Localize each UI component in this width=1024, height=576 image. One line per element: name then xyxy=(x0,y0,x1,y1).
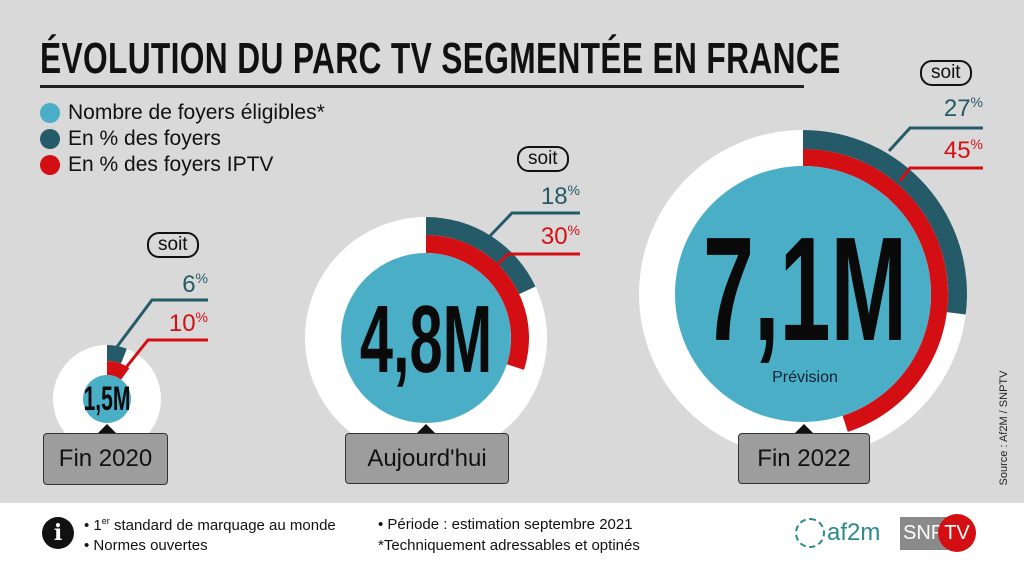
period-label-fin-2020: Fin 2020 xyxy=(43,433,168,485)
soit-badge: soit xyxy=(920,60,972,86)
value-label-fin-2020: 1,5M xyxy=(83,380,131,418)
pointer-icon xyxy=(417,424,435,433)
value-label-aujourdhui: 4,8M xyxy=(359,286,493,393)
pct-iptv-label: 45% xyxy=(944,136,983,165)
footer-bullet-periode: • Période : estimation septembre 2021 xyxy=(378,516,633,533)
eligible-circle xyxy=(675,166,931,422)
legend-dot-icon xyxy=(40,129,60,149)
title-underline xyxy=(40,85,804,88)
leader-line-foyers xyxy=(887,126,983,153)
arc-pct-iptv xyxy=(426,235,529,370)
footer-bullet-standard: • 1er standard de marquage au monde xyxy=(84,516,336,534)
info-icon: i xyxy=(42,517,74,549)
soit-badge: soit xyxy=(147,232,199,258)
pct-value: 45 xyxy=(943,137,971,164)
value-label-fin-2022: 7,1M xyxy=(703,207,907,372)
eligible-circle xyxy=(341,253,511,423)
arc-pct-foyers xyxy=(803,130,967,315)
legend-item-pct-iptv: En % des foyers IPTV xyxy=(40,153,273,177)
legend-dot-icon xyxy=(40,103,60,123)
logo-tv-badge: TV xyxy=(938,514,976,552)
pct-foyers-label: 27% xyxy=(944,94,983,123)
legend-item-pct-foyers: En % des foyers xyxy=(40,127,221,151)
arc-pct-foyers xyxy=(426,217,536,295)
logo-text: af2m xyxy=(827,519,881,546)
pct-value: 6 xyxy=(182,271,196,298)
leader-line-iptv xyxy=(898,166,983,182)
footer xyxy=(0,503,1024,576)
pct-sign: % xyxy=(195,270,208,286)
pct-value: 10 xyxy=(168,310,196,337)
pct-sign: % xyxy=(195,309,208,325)
period-label-aujourdhui: Aujourd'hui xyxy=(345,433,509,484)
pct-iptv-label: 30% xyxy=(541,222,580,251)
bullet-sup: er xyxy=(101,516,110,526)
pct-value: 18 xyxy=(540,183,568,210)
soit-badge: soit xyxy=(517,146,569,172)
leader-line-iptv xyxy=(495,252,580,267)
eligible-circle xyxy=(83,375,131,423)
pct-sign: % xyxy=(567,182,580,198)
pointer-icon xyxy=(98,424,116,433)
forecast-label: Prévision xyxy=(772,369,838,386)
snptv-logo: SNP TV xyxy=(900,514,976,552)
pct-sign: % xyxy=(970,94,983,110)
leader-line-foyers xyxy=(488,211,580,238)
pct-foyers-label: 18% xyxy=(541,182,580,211)
leader-line-iptv xyxy=(122,338,208,371)
bullet-text: standard de marquage au monde xyxy=(109,517,336,534)
logo-text: SNP xyxy=(903,522,945,544)
pct-sign: % xyxy=(970,136,983,152)
pct-sign: % xyxy=(567,222,580,238)
arc-pct-iptv xyxy=(107,361,130,380)
leader-line-foyers xyxy=(114,298,208,349)
arc-pct-foyers xyxy=(107,345,127,364)
legend-dot-icon xyxy=(40,155,60,175)
pct-value: 27 xyxy=(943,95,971,122)
arc-pct-iptv xyxy=(803,149,948,432)
legend-label: Nombre de foyers éligibles* xyxy=(68,101,325,124)
pct-value: 30 xyxy=(540,223,568,250)
af2m-logo: af2m xyxy=(795,518,880,548)
period-label-fin-2022: Fin 2022 xyxy=(738,433,870,484)
pct-foyers-label: 6% xyxy=(182,270,208,299)
footer-footnote: *Techniquement adressables et optinés xyxy=(378,537,640,554)
pointer-icon xyxy=(795,424,813,433)
pct-iptv-label: 10% xyxy=(169,309,208,338)
page-title: ÉVOLUTION DU PARC TV SEGMENTÉE EN FRANCE xyxy=(40,34,841,83)
legend-label: En % des foyers xyxy=(68,127,221,150)
bullet-text: • 1 xyxy=(84,517,102,534)
af2m-ring-icon xyxy=(795,518,825,548)
source-note: Source : Af2M / SNPTV xyxy=(998,370,1010,486)
legend-item-eligible: Nombre de foyers éligibles* xyxy=(40,101,325,125)
legend-label: En % des foyers IPTV xyxy=(68,153,274,176)
footer-bullet-normes: • Normes ouvertes xyxy=(84,537,208,554)
